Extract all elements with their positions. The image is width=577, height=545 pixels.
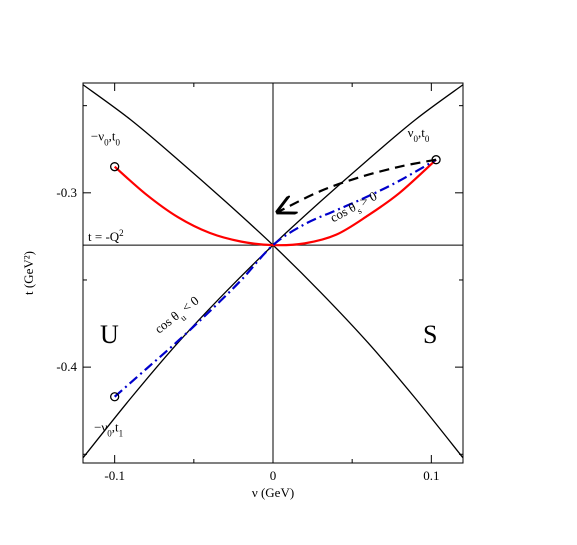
blue-dashdot-curve (113, 158, 437, 398)
region-label-u: U (100, 320, 119, 349)
point-label-2: ν0,t0 (408, 125, 430, 144)
region-label-s: S (423, 320, 437, 349)
annotation-cos-u: cos θu < 0 (152, 293, 204, 340)
y-axis-label: t (GeV²) (21, 251, 36, 295)
red-curve (113, 158, 437, 247)
y-tick-label: -0.4 (56, 359, 77, 374)
x-tick-label: -0.1 (104, 468, 125, 483)
x-axis-label: ν (GeV) (252, 485, 294, 500)
point-label-1: −ν0,t0 (91, 129, 121, 148)
x-tick-label: 0.1 (423, 468, 439, 483)
x-tick-label: 0 (270, 468, 277, 483)
annotation-cos-s: cos θs > 0 (328, 188, 382, 229)
boundary-curve-1 (83, 84, 463, 459)
y-tick-label: -0.3 (56, 185, 77, 200)
point-marker-3 (110, 392, 120, 402)
dashed-arrow (278, 158, 437, 212)
point-label-3: −ν0,t1 (94, 420, 123, 439)
point-marker-1 (110, 162, 120, 172)
point-marker-2 (431, 155, 441, 165)
hline-label: t = -Q2 (88, 228, 124, 244)
